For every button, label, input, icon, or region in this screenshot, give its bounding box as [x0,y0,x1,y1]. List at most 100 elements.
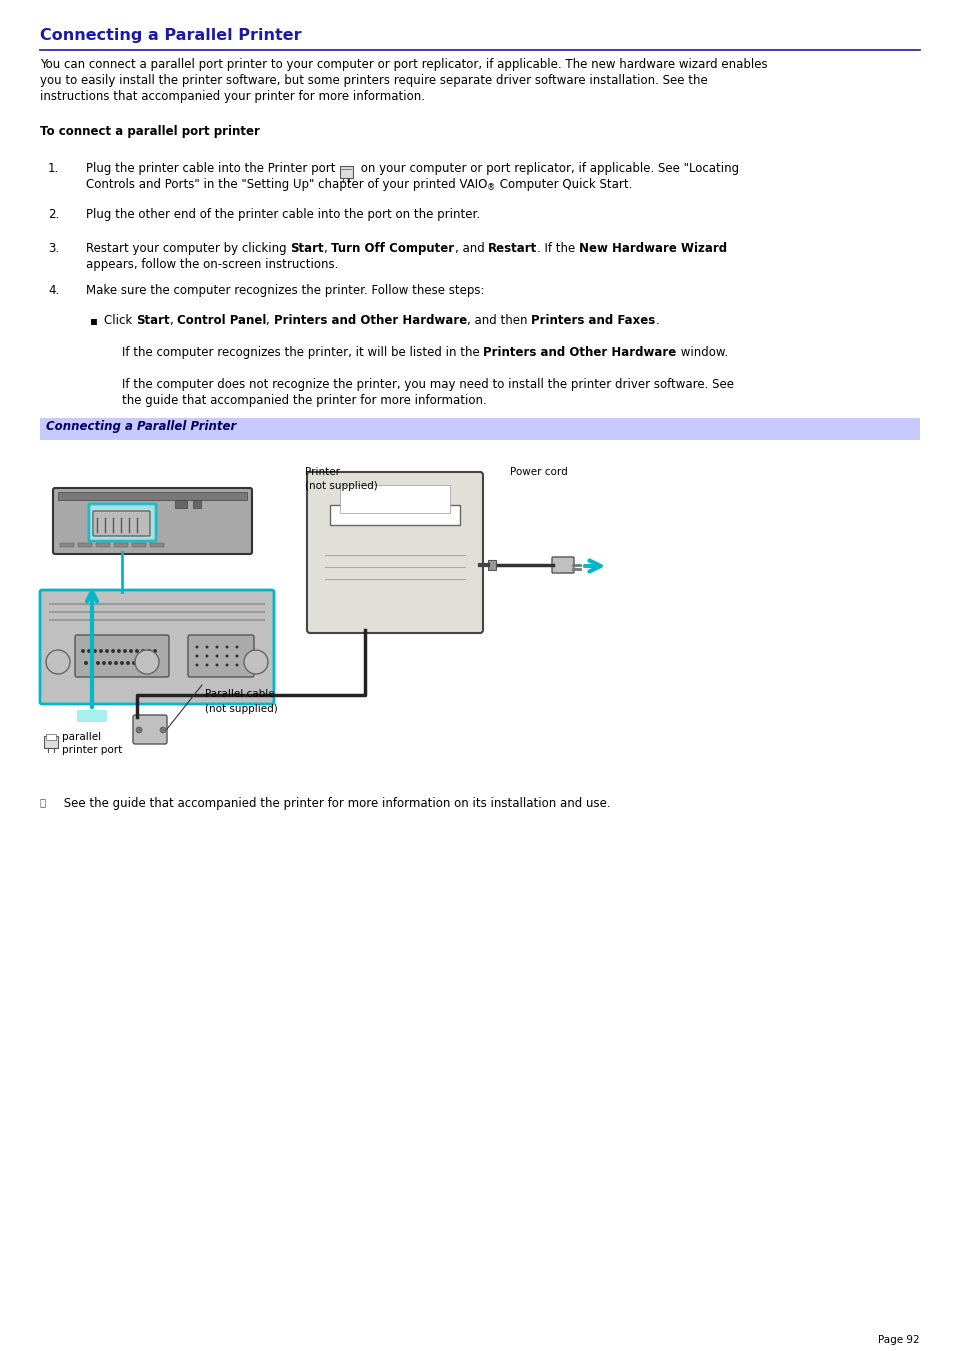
Text: 4.: 4. [48,284,59,297]
Circle shape [205,654,209,658]
Bar [193,500,201,508]
Text: ,: , [170,313,177,327]
Circle shape [136,727,142,734]
Circle shape [96,661,100,665]
Circle shape [225,646,229,648]
Bar [58,492,247,500]
Circle shape [225,663,229,666]
Text: 2.: 2. [48,208,59,222]
Bar [44,736,58,748]
Circle shape [215,654,218,658]
Bar [46,734,56,740]
Circle shape [150,661,153,665]
Text: To connect a parallel port printer: To connect a parallel port printer [40,126,259,138]
Circle shape [147,648,151,653]
Circle shape [235,654,238,658]
Circle shape [195,654,198,658]
Bar [113,543,128,547]
Circle shape [195,663,198,666]
Text: the guide that accompanied the printer for more information.: the guide that accompanied the printer f… [122,394,486,407]
Circle shape [144,661,148,665]
Text: , and: , and [455,242,488,255]
Text: Connecting a Parallel Printer: Connecting a Parallel Printer [46,420,236,434]
Text: ®: ® [487,182,496,192]
FancyBboxPatch shape [552,557,574,573]
Circle shape [46,650,70,674]
Circle shape [205,646,209,648]
Text: Restart your computer by clicking: Restart your computer by clicking [86,242,290,255]
Circle shape [90,661,94,665]
Bar [78,543,91,547]
Text: on your computer or port replicator, if applicable. See "Locating: on your computer or port replicator, if … [356,162,739,176]
Circle shape [215,646,218,648]
Text: ,: , [324,242,331,255]
Text: If the computer recognizes the printer, it will be listed in the: If the computer recognizes the printer, … [122,346,483,359]
Text: . If the: . If the [537,242,578,255]
Circle shape [135,648,139,653]
Text: 3.: 3. [48,242,59,255]
Bar [60,543,74,547]
Text: printer port: printer port [62,744,122,755]
Circle shape [160,727,166,734]
Circle shape [113,661,118,665]
Circle shape [235,646,238,648]
FancyBboxPatch shape [92,511,150,536]
Bar [488,561,496,570]
FancyBboxPatch shape [40,590,274,704]
Circle shape [235,663,238,666]
Circle shape [81,648,85,653]
Bar [339,485,450,513]
Text: instructions that accompanied your printer for more information.: instructions that accompanied your print… [40,91,424,103]
Bar [174,500,187,508]
Circle shape [126,661,130,665]
Text: Restart: Restart [488,242,537,255]
Text: Make sure the computer recognizes the printer. Follow these steps:: Make sure the computer recognizes the pr… [86,284,484,297]
Text: Printers and Other Hardware: Printers and Other Hardware [274,313,467,327]
FancyBboxPatch shape [89,504,156,540]
Bar [150,543,164,547]
Circle shape [132,661,136,665]
Text: , and then: , and then [467,313,531,327]
Text: Page 92: Page 92 [878,1335,919,1346]
Text: ▪: ▪ [90,313,98,327]
Circle shape [244,650,268,674]
Text: Start: Start [136,313,170,327]
Text: parallel: parallel [62,732,101,742]
Text: Plug the other end of the printer cable into the port on the printer.: Plug the other end of the printer cable … [86,208,479,222]
Bar [132,543,146,547]
FancyBboxPatch shape [75,635,169,677]
Text: Turn Off Computer: Turn Off Computer [331,242,455,255]
Text: Start: Start [290,242,324,255]
Text: New Hardware Wizard: New Hardware Wizard [578,242,727,255]
Circle shape [225,654,229,658]
Text: Connecting a Parallel Printer: Connecting a Parallel Printer [40,28,301,43]
Text: Plug the printer cable into the Printer port: Plug the printer cable into the Printer … [86,162,339,176]
Circle shape [92,648,97,653]
Text: you to easily install the printer software, but some printers require separate d: you to easily install the printer softwa… [40,74,707,86]
Text: appears, follow the on-screen instructions.: appears, follow the on-screen instructio… [86,258,338,272]
Circle shape [195,646,198,648]
Circle shape [105,648,109,653]
Text: ,: , [266,313,274,327]
Text: Printers and Other Hardware: Printers and Other Hardware [483,346,676,359]
Circle shape [138,661,142,665]
Circle shape [152,648,157,653]
Text: See the guide that accompanied the printer for more information on its installat: See the guide that accompanied the print… [60,797,610,811]
Text: (not supplied): (not supplied) [205,704,277,713]
Text: Printer: Printer [305,467,339,477]
Text: Click: Click [104,313,136,327]
Text: window.: window. [676,346,727,359]
Bar [96,543,110,547]
Text: Controls and Ports" in the "Setting Up" chapter of your printed VAIO: Controls and Ports" in the "Setting Up" … [86,178,487,190]
Bar [340,166,353,178]
Text: (not supplied): (not supplied) [305,481,377,490]
FancyBboxPatch shape [53,488,252,554]
Text: Power cord: Power cord [510,467,567,477]
Circle shape [87,648,91,653]
Circle shape [141,648,145,653]
Circle shape [102,661,106,665]
Text: 📝: 📝 [40,797,46,807]
Text: .: . [655,313,659,327]
Bar [330,505,459,526]
Circle shape [120,661,124,665]
